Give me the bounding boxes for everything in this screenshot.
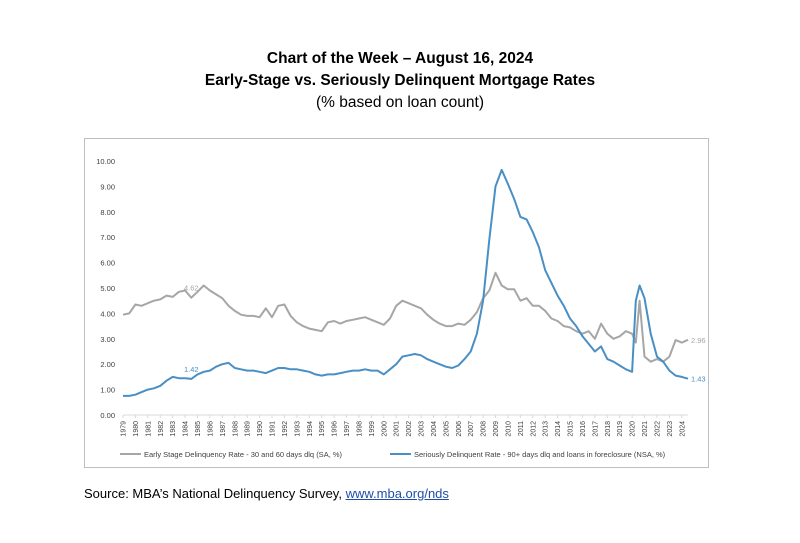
legend-label: Seriously Delinquent Rate - 90+ days dlq… bbox=[414, 450, 666, 459]
y-tick-label: 9.00 bbox=[100, 182, 115, 191]
line-chart: 0.00 1.00 2.00 3.00 4.00 5.00 6.00 7.00 8.00 9.00… bbox=[96, 157, 706, 459]
x-tick-label: 2022 bbox=[654, 421, 661, 437]
y-tick-label: 7.00 bbox=[100, 233, 115, 242]
x-tick-label: 1998 bbox=[356, 421, 363, 437]
x-tick-label: 1994 bbox=[307, 421, 314, 437]
x-tick-label: 2001 bbox=[394, 421, 401, 437]
chart-title-block: Chart of the Week – August 16, 2024 Earl… bbox=[0, 48, 800, 113]
x-tick-label: 1988 bbox=[232, 421, 239, 437]
x-tick-label: 1996 bbox=[332, 421, 339, 437]
x-tick-label: 2013 bbox=[543, 421, 550, 437]
x-tick-label: 2018 bbox=[605, 421, 612, 437]
x-tick-label: 2014 bbox=[555, 421, 562, 437]
x-tick-label: 2021 bbox=[642, 421, 649, 437]
y-tick-label: 1.00 bbox=[100, 386, 115, 395]
y-tick-label: 5.00 bbox=[100, 284, 115, 293]
x-tick-label: 2017 bbox=[592, 421, 599, 437]
x-tick-label: 2015 bbox=[568, 421, 575, 437]
x-tick-label: 2011 bbox=[518, 421, 525, 436]
x-tick-label: 1987 bbox=[220, 421, 227, 437]
x-tick-label: 1985 bbox=[195, 421, 202, 437]
x-tick-label: 2012 bbox=[530, 421, 537, 437]
x-tick-label: 2023 bbox=[667, 421, 674, 437]
x-tick-label: 1999 bbox=[369, 421, 376, 437]
x-tick-label: 1997 bbox=[344, 421, 351, 437]
x-tick-label: 2003 bbox=[419, 421, 426, 437]
x-tick-label: 1989 bbox=[245, 421, 252, 437]
x-tick-label: 2024 bbox=[679, 421, 686, 437]
y-tick-label: 8.00 bbox=[100, 208, 115, 217]
series-line-seriously-delinquent bbox=[123, 168, 689, 397]
series-line-early-stage bbox=[122, 271, 689, 363]
x-tick-label: 2009 bbox=[493, 421, 500, 437]
y-tick-label: 10.00 bbox=[96, 157, 115, 166]
chart-title-line1: Chart of the Week – August 16, 2024 bbox=[266, 50, 534, 67]
x-tick-label: 2020 bbox=[630, 421, 637, 437]
x-tick-label: 2005 bbox=[443, 421, 450, 437]
source-note: Source: MBA’s National Delinquency Surve… bbox=[84, 486, 449, 501]
chart-subtitle: (% based on loan count) bbox=[315, 94, 485, 111]
data-label: 4.62 bbox=[184, 284, 199, 293]
x-tick-label: 1982 bbox=[158, 421, 165, 437]
x-tick-label: 1992 bbox=[282, 421, 289, 437]
x-tick-label: 2010 bbox=[505, 421, 512, 437]
y-tick-label: 0.00 bbox=[100, 411, 115, 420]
data-label: 2.96 bbox=[691, 336, 706, 345]
x-tick-label: 1984 bbox=[183, 421, 190, 437]
x-tick-label: 1986 bbox=[207, 421, 214, 437]
x-tick-label: 1993 bbox=[294, 421, 301, 437]
data-label: 1.43 bbox=[691, 375, 706, 384]
data-label: 1.42 bbox=[184, 365, 199, 374]
x-tick-label: 2016 bbox=[580, 421, 587, 437]
x-tick-label: 1983 bbox=[170, 421, 177, 437]
x-tick-label: 2008 bbox=[481, 421, 488, 437]
x-tick-label: 1995 bbox=[319, 421, 326, 437]
chart-title-line2: Early-Stage vs. Seriously Delinquent Mor… bbox=[204, 72, 596, 89]
x-tick-label: 1980 bbox=[133, 421, 140, 437]
legend-label: Early Stage Delinquency Rate - 30 and 60… bbox=[144, 450, 343, 459]
x-tick-label: 2004 bbox=[431, 421, 438, 437]
x-tick-label: 1979 bbox=[121, 421, 128, 437]
source-text: Source: MBA’s National Delinquency Surve… bbox=[84, 486, 346, 501]
x-tick-label: 2006 bbox=[456, 421, 463, 437]
y-tick-label: 4.00 bbox=[100, 309, 115, 318]
x-tick-label: 1990 bbox=[257, 421, 264, 437]
source-link[interactable]: www.mba.org/nds bbox=[345, 486, 449, 501]
x-tick-label: 2007 bbox=[468, 421, 475, 437]
y-tick-label: 2.00 bbox=[100, 360, 115, 369]
chart-frame: 0.00 1.00 2.00 3.00 4.00 5.00 6.00 7.00 8.00 9.00… bbox=[84, 138, 709, 468]
y-tick-label: 6.00 bbox=[100, 259, 115, 268]
x-tick-label: 2000 bbox=[381, 421, 388, 437]
x-tick-label: 1991 bbox=[270, 421, 277, 437]
x-tick-label: 2002 bbox=[406, 421, 413, 437]
y-tick-label: 3.00 bbox=[100, 335, 115, 344]
x-tick-label: 2019 bbox=[617, 421, 624, 437]
x-tick-label: 1981 bbox=[145, 421, 152, 437]
